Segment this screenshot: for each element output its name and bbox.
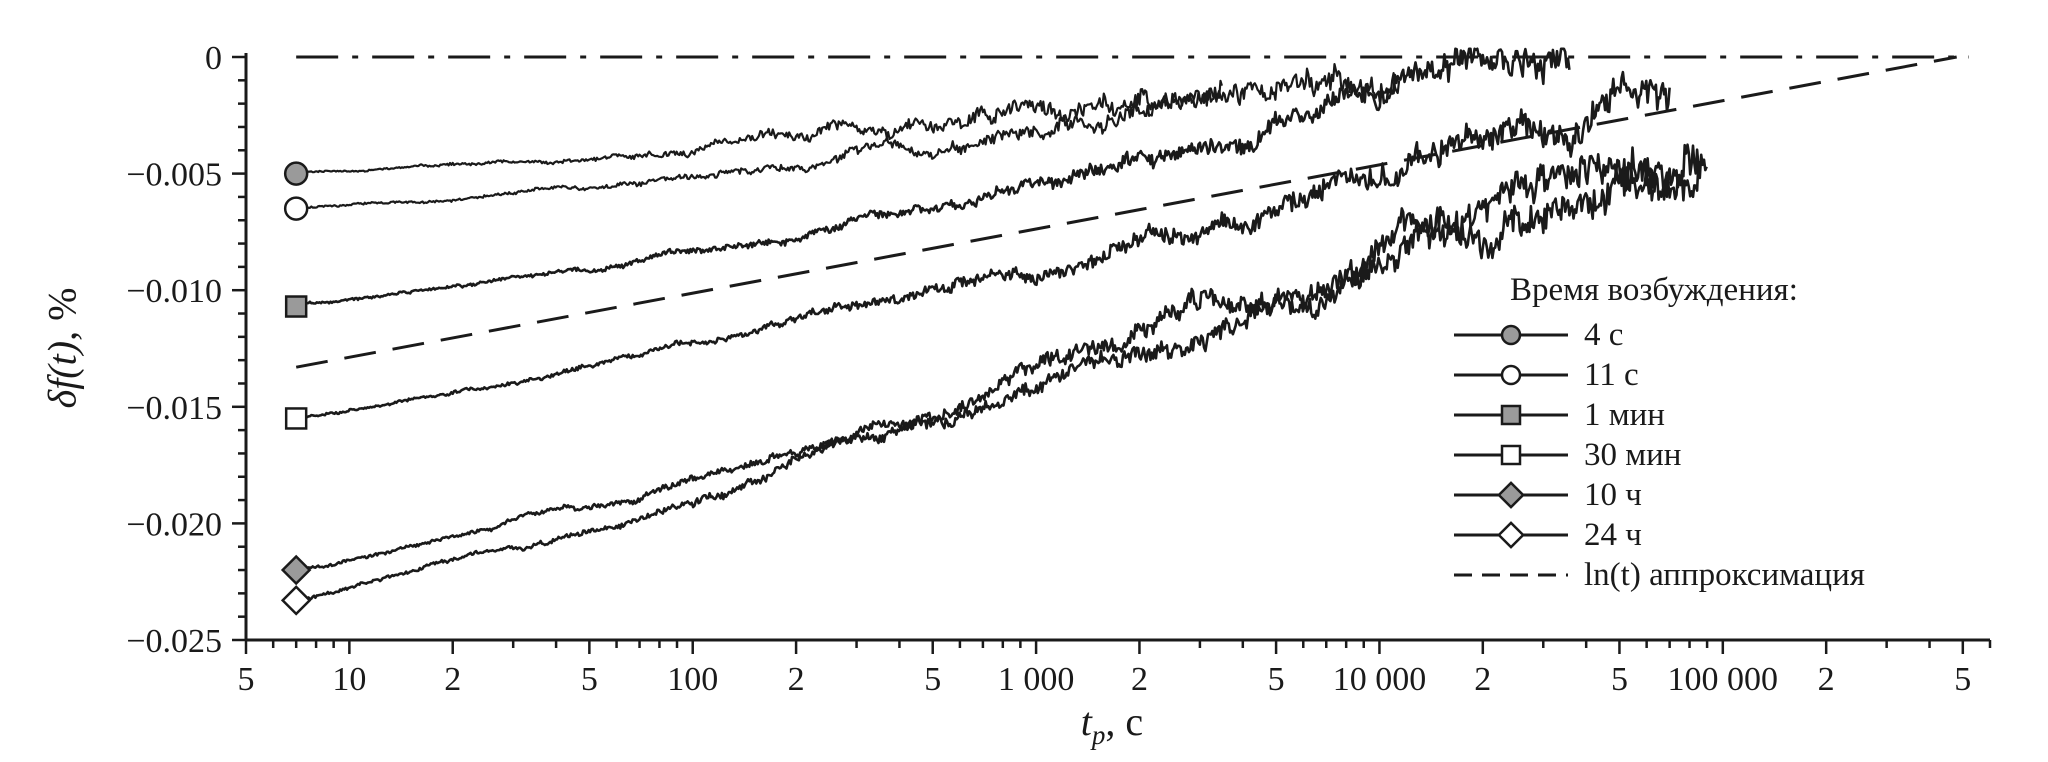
legend-marker-3 xyxy=(1500,444,1522,466)
x-tick-label-6: 5 xyxy=(924,661,941,698)
legend-item-6: ln(t) аппроксимация xyxy=(1452,555,1865,595)
legend-label-1: 11 с xyxy=(1584,356,1639,393)
legend-sample-3 xyxy=(1454,444,1568,466)
x-axis-title-main: t xyxy=(1080,699,1092,744)
x-tick-label-12: 5 xyxy=(1611,661,1628,698)
legend-item-5: 24 ч xyxy=(1452,515,1865,555)
series-marker-3 xyxy=(284,407,308,430)
legend-item-2: 1 мин xyxy=(1452,395,1865,435)
series-line-2 xyxy=(295,47,1571,308)
legend-sample-1 xyxy=(1454,364,1568,386)
legend-label-6: ln(t) аппроксимация xyxy=(1584,556,1865,593)
series-marker-4 xyxy=(280,554,312,586)
series-line-0 xyxy=(295,79,1223,176)
legend-marker-2 xyxy=(1500,404,1522,426)
legend-item-0: 4 с xyxy=(1452,315,1865,355)
y-tick-label-3: −0.015 xyxy=(126,390,222,427)
x-axis-title-unit: , с xyxy=(1105,699,1144,744)
legend-marker-0 xyxy=(1500,324,1522,346)
legend-label-5: 24 ч xyxy=(1584,516,1642,553)
legend-sample-2 xyxy=(1454,404,1568,426)
legend-title: Время возбуждения: xyxy=(1510,272,1798,308)
legend-marker-5 xyxy=(1497,521,1525,549)
legend-label-2: 1 мин xyxy=(1584,396,1665,433)
x-tick-label-11: 2 xyxy=(1474,661,1491,698)
legend-sample-4 xyxy=(1454,481,1568,509)
y-tick-label-2: −0.010 xyxy=(126,273,222,310)
y-axis-tick-labels: 0 −0.005 −0.010 −0.015 −0.020 −0.025 xyxy=(126,40,222,660)
y-axis-title-main: δf(t) xyxy=(39,340,85,409)
legend-marker-4 xyxy=(1497,481,1525,509)
y-tick-label-4: −0.020 xyxy=(126,506,222,543)
series-marker-1 xyxy=(283,196,309,221)
x-tick-label-14: 2 xyxy=(1818,661,1835,698)
series-line-5 xyxy=(296,143,1708,603)
legend-marker-1 xyxy=(1500,364,1522,386)
x-tick-label-15: 5 xyxy=(1954,661,1971,698)
legend-item-1: 11 с xyxy=(1452,355,1865,395)
y-axis-ticks xyxy=(232,55,246,642)
y-axis-title-unit: , % xyxy=(39,287,85,341)
x-axis-title-sub: p xyxy=(1091,720,1106,750)
x-tick-label-5: 2 xyxy=(788,661,805,698)
x-tick-label-7: 1 000 xyxy=(998,661,1075,698)
x-tick-label-8: 2 xyxy=(1131,661,1148,698)
legend-sample-6 xyxy=(1454,573,1568,577)
y-axis-title: δf(t), % xyxy=(39,288,86,409)
legend-label-0: 4 с xyxy=(1584,316,1624,353)
x-tick-label-3: 5 xyxy=(581,661,598,698)
legend-item-4: 10 ч xyxy=(1452,475,1865,515)
x-tick-label-10: 10 000 xyxy=(1333,661,1427,698)
x-tick-label-4: 100 xyxy=(667,661,718,698)
series-line-4 xyxy=(296,146,1700,572)
series-marker-5 xyxy=(280,585,312,616)
x-tick-label-1: 10 xyxy=(332,661,366,698)
legend-item-3: 30 мин xyxy=(1452,435,1865,475)
series-line-3 xyxy=(295,70,1671,421)
legend-sample-0 xyxy=(1454,324,1568,346)
series-marker-0 xyxy=(283,161,309,186)
x-tick-label-13: 100 000 xyxy=(1668,661,1779,698)
x-tick-label-0: 5 xyxy=(238,661,255,698)
legend-sample-5 xyxy=(1454,521,1568,549)
series-line-1 xyxy=(295,62,1401,211)
y-tick-label-0: 0 xyxy=(205,40,222,77)
legend-label-3: 30 мин xyxy=(1584,436,1682,473)
x-axis-ticks xyxy=(244,640,1992,654)
x-tick-label-9: 5 xyxy=(1268,661,1285,698)
x-tick-label-2: 2 xyxy=(444,661,461,698)
y-tick-label-1: −0.005 xyxy=(126,157,222,194)
legend-label-4: 10 ч xyxy=(1584,476,1642,513)
approx-line xyxy=(295,55,1957,369)
series-marker-2 xyxy=(284,295,308,318)
x-axis-tick-labels: 5 10 2 5 100 2 5 1 000 2 5 10 000 2 5 100 000 2 5 xyxy=(238,661,1972,698)
y-tick-label-5: −0.025 xyxy=(126,623,222,660)
x-axis-title: tp, с xyxy=(1081,698,1143,751)
